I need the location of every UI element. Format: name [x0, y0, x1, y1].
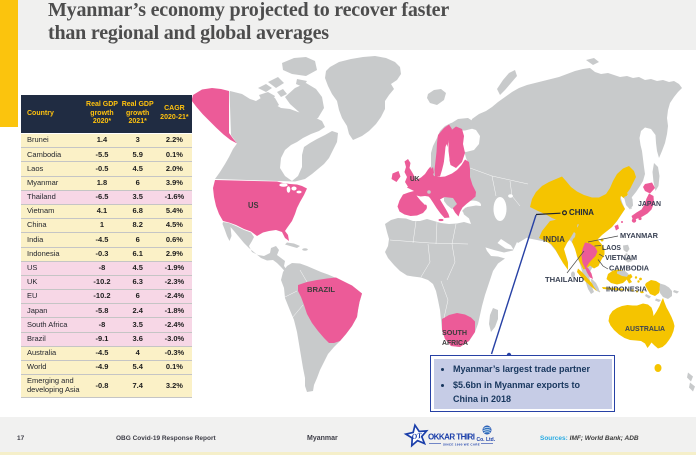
svg-text:SINCE 1990 WE CARE: SINCE 1990 WE CARE: [443, 442, 480, 446]
svg-text:MYANMAR: MYANMAR: [620, 231, 659, 240]
svg-text:Co. Ltd.: Co. Ltd.: [477, 437, 496, 443]
svg-text:INDONESIA: INDONESIA: [606, 285, 648, 294]
svg-text:UK: UK: [410, 174, 420, 183]
svg-text:VIETNAM: VIETNAM: [605, 253, 637, 262]
svg-text:LAOS: LAOS: [602, 243, 621, 252]
svg-text:JAPAN: JAPAN: [638, 199, 661, 208]
svg-text:AUSTRALIA: AUSTRALIA: [625, 324, 666, 333]
svg-text:SOUTH: SOUTH: [442, 328, 467, 337]
svg-text:CHINA: CHINA: [569, 208, 594, 217]
svg-text:THAILAND: THAILAND: [545, 275, 585, 284]
svg-text:BRAZIL: BRAZIL: [307, 285, 335, 294]
svg-text:US: US: [248, 201, 259, 210]
svg-text:OKKAR THIRI: OKKAR THIRI: [428, 433, 475, 442]
svg-text:OT: OT: [411, 431, 423, 441]
svg-text:CAMBODIA: CAMBODIA: [609, 264, 650, 273]
svg-text:INDIA: INDIA: [543, 235, 565, 244]
svg-text:AFRICA: AFRICA: [442, 338, 469, 347]
